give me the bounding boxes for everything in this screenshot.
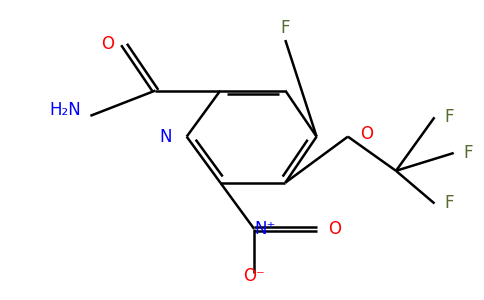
Text: F: F [444,108,454,126]
Text: N⁺: N⁺ [254,220,275,238]
Text: O: O [329,220,342,238]
Text: N: N [160,128,172,146]
Text: F: F [463,144,473,162]
Text: F: F [444,194,454,212]
Text: O: O [102,35,115,53]
Text: O: O [360,125,373,143]
Text: O⁻: O⁻ [243,267,265,285]
Text: H₂N: H₂N [49,101,81,119]
Text: F: F [281,19,290,37]
